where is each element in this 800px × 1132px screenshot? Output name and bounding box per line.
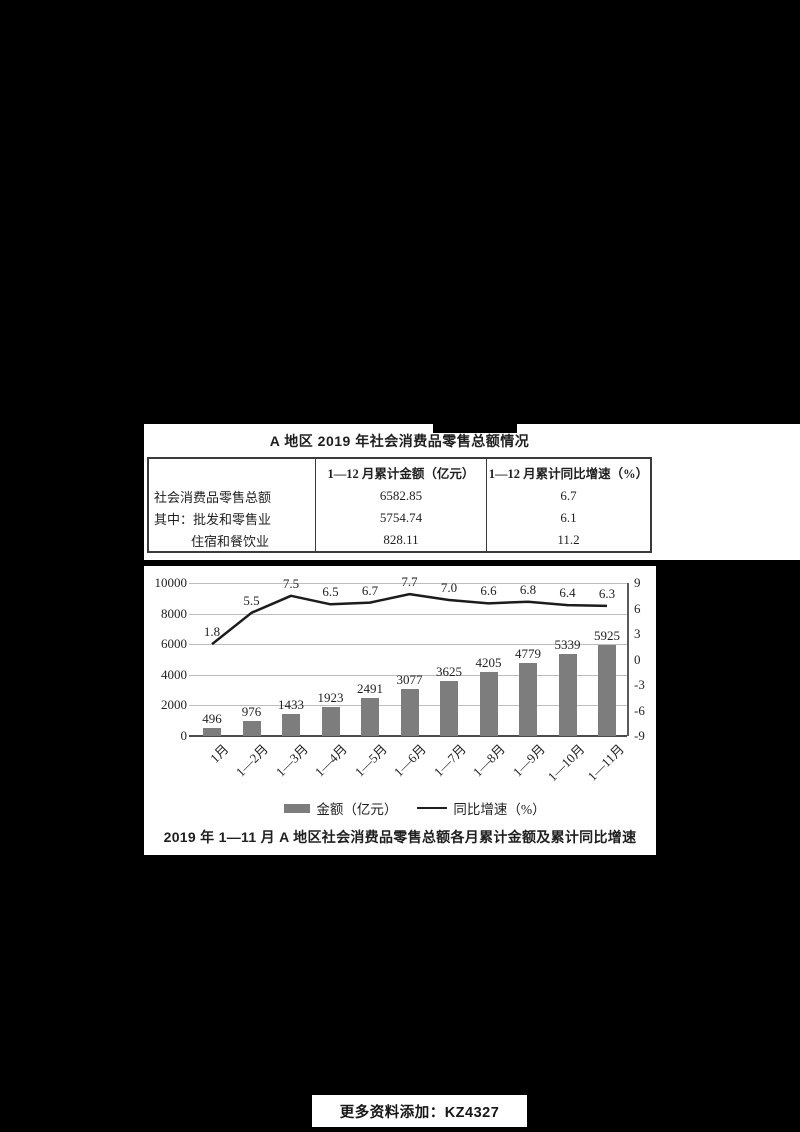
y-axis-left-tick-label: 4000 [161,666,187,682]
y-axis-left-tick-label: 6000 [161,636,187,652]
row-3-growth: 11.2 [486,529,650,551]
row-3-label: 住宿和餐饮业 [191,533,270,549]
right-axis-line [627,583,629,736]
line-swatch-icon [417,807,448,809]
y-axis-right-tick-label: 6 [634,600,641,616]
growth-point-label: 6.7 [361,582,379,598]
bar-value-label: 5925 [594,628,620,644]
row-3-amount: 828.11 [315,529,486,551]
bar-value-label: 4205 [475,654,502,670]
y-axis-right-tick-label: 0 [634,651,641,667]
bar-value-label: 496 [202,711,222,727]
growth-point-label: 6.5 [322,584,339,600]
scan-artifact-bar [433,424,517,433]
growth-point-label: 5.5 [243,592,260,608]
bar-value-label: 1433 [278,697,304,713]
bar-value-label: 4779 [515,645,541,661]
gridline [189,613,627,615]
footer-text: 更多资料添加：KZ4327 [339,1104,500,1121]
bar-value-label: 3625 [436,663,462,679]
gridline [189,644,627,646]
row-2-amount: 5754.74 [315,507,486,529]
row-1-label: 社会消费品零售总额 [154,489,272,505]
table-panel: A 地区 2019 年社会消费品零售总额情况 1—12 月累计金额（亿元） 1—… [144,424,800,560]
y-axis-right-tick-label: 3 [634,626,641,641]
bar [440,680,458,736]
header-cell-growth: 1—12 月累计同比增速（%） [486,459,650,485]
bar [558,654,577,736]
growth-point-label: 7.7 [401,574,418,590]
y-axis-left-tick-label: 10000 [154,575,188,590]
growth-line [211,592,608,646]
legend-amount-label: 金额（亿元） [316,802,398,817]
y-axis-left-tick-label: 2000 [161,697,187,713]
bar [361,697,379,736]
bar-value-label: 976 [241,704,262,720]
legend-growth-label: 同比增速（%） [453,802,546,817]
x-axis-line [189,735,627,737]
x-axis-label: 1—11月 [584,741,627,784]
bar-value-label: 2491 [357,680,383,696]
y-axis-left-tick-label: 0 [180,728,188,743]
bar-value-label: 3077 [396,671,423,687]
growth-point-label: 7.5 [282,575,300,591]
y-axis-right-tick-label: -9 [634,728,645,743]
bar [242,721,261,736]
x-axis-label: 1—10月 [544,741,588,785]
x-axis-label: 1—8月 [470,741,509,780]
y-axis-right-tick-label: -6 [634,702,645,718]
bar [321,706,340,736]
growth-point-label: 7.0 [440,580,458,595]
row-2-label: 其中：批发和零售业 [154,511,272,527]
y-axis-right-tick-label: -3 [634,677,645,692]
footer-box: 更多资料添加：KZ4327 [312,1095,527,1127]
growth-point-label: 6.6 [480,583,497,599]
bar-value-label: 5339 [554,637,581,653]
x-axis-label: 1—4月 [312,741,351,780]
bar-value-label: 1923 [317,689,344,705]
bar [519,662,537,736]
growth-point-label: 1.8 [203,624,221,640]
x-axis-label: 1—9月 [509,741,548,780]
growth-point-label: 6.8 [519,581,537,597]
bar [282,714,300,736]
table-title: A 地区 2019 年社会消费品零售总额情况 [269,433,530,449]
bar [203,728,221,736]
header-cell-amount: 1—12 月累计金额（亿元） [315,459,486,485]
x-axis-label: 1—3月 [272,741,311,780]
data-table: 1—12 月累计金额（亿元） 1—12 月累计同比增速（%） 社会消费品零售总额… [147,457,652,553]
legend-item-growth: 同比增速（%） [417,798,546,818]
y-axis-left-tick-label: 8000 [161,605,187,621]
bar [598,645,616,736]
gridline [189,583,627,584]
legend-item-amount: 金额（亿元） [284,798,397,818]
x-axis-label: 1—7月 [430,741,469,780]
x-axis-label: 1—5月 [351,741,390,780]
row-2-growth: 6.1 [486,507,650,529]
growth-point-label: 6.4 [559,585,576,601]
chart-legend: 金额（亿元） 同比增速（%） [159,799,671,817]
x-axis-label: 1月 [207,741,232,766]
y-axis-right-tick-label: 9 [634,575,641,590]
bar [400,688,419,736]
x-axis-label: 1—6月 [391,741,430,780]
gridline [189,674,627,676]
bar-swatch-icon [284,803,311,813]
header-cell-blank [149,459,315,485]
row-1-amount: 6582.85 [315,485,486,507]
chart-panel: 金额（亿元） 同比增速（%） 2019 年 1—11 月 A 地区社会消费品零售… [144,566,656,855]
chart-caption: 2019 年 1—11 月 A 地区社会消费品零售总额各月累计金额及累计同比增速 [163,829,637,845]
x-axis-label: 1—2月 [233,741,272,780]
row-1-growth: 6.7 [486,485,650,507]
bar [479,671,498,736]
growth-point-label: 6.3 [598,585,616,601]
